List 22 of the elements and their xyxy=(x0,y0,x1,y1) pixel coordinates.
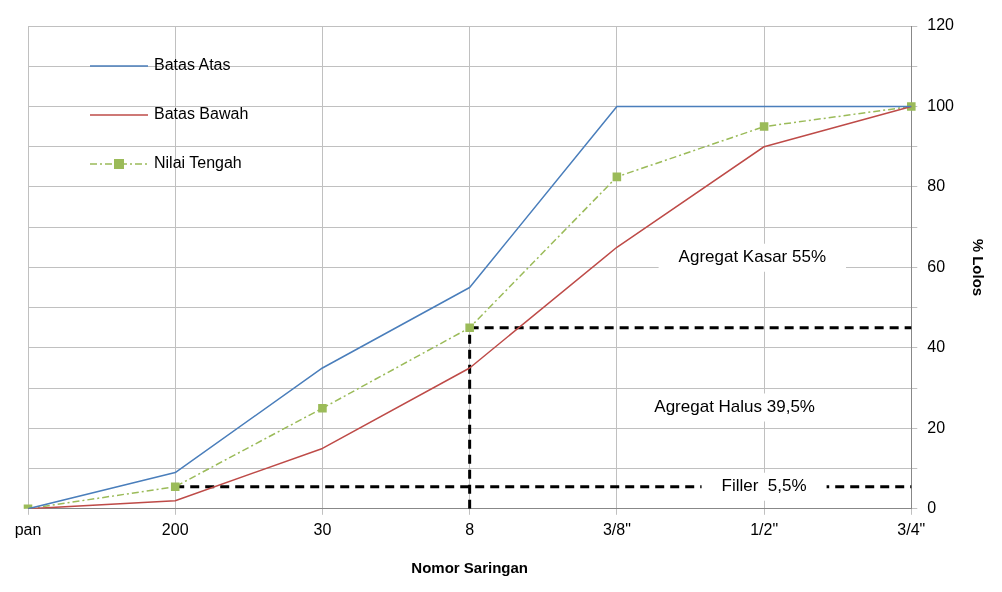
annotation: Agregat Kasar 55% xyxy=(678,247,827,267)
y-tick-label: 60 xyxy=(927,257,946,275)
x-tick-label: pan xyxy=(14,520,42,538)
y-tick-label: 120 xyxy=(927,16,955,34)
annotation: Filler 5,5% xyxy=(721,476,807,496)
x-tick-label: 3/4" xyxy=(897,520,926,538)
annotation: Agregat Halus 39,5% xyxy=(654,397,815,417)
x-tick-label: 3/8" xyxy=(602,520,631,538)
legend-label: Batas Bawah xyxy=(154,105,249,123)
legend-label: Nilai Tengah xyxy=(154,154,242,172)
y-tick-label: 20 xyxy=(927,418,946,436)
x-tick-label: 8 xyxy=(465,520,475,538)
x-tick-label: 30 xyxy=(313,520,332,538)
x-tick-label: 200 xyxy=(161,520,189,538)
y-axis-title: % Lolos xyxy=(969,238,987,297)
y-tick-label: 100 xyxy=(927,96,955,114)
y-tick-label: 80 xyxy=(927,177,946,195)
x-tick-label: 1/2" xyxy=(750,520,779,538)
y-tick-label: 40 xyxy=(927,338,946,356)
x-axis-title: Nomor Saringan xyxy=(411,559,528,577)
legend-label: Batas Atas xyxy=(154,56,231,74)
y-tick-label: 0 xyxy=(927,499,937,517)
